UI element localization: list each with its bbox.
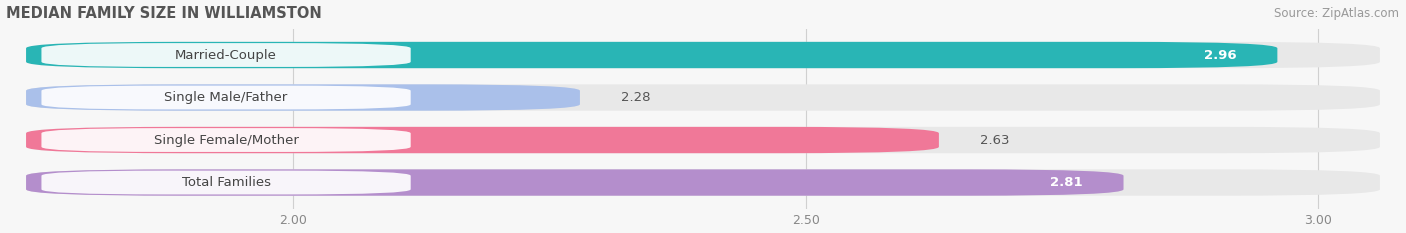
Text: 2.81: 2.81 [1050,176,1083,189]
Text: Total Families: Total Families [181,176,270,189]
FancyBboxPatch shape [41,128,411,152]
Text: 2.28: 2.28 [621,91,651,104]
Text: MEDIAN FAMILY SIZE IN WILLIAMSTON: MEDIAN FAMILY SIZE IN WILLIAMSTON [6,6,322,21]
Text: 2.63: 2.63 [980,134,1010,147]
FancyBboxPatch shape [41,43,411,67]
FancyBboxPatch shape [27,42,1379,68]
FancyBboxPatch shape [27,169,1379,196]
Text: Source: ZipAtlas.com: Source: ZipAtlas.com [1274,7,1399,20]
Text: Single Female/Mother: Single Female/Mother [153,134,298,147]
Text: Married-Couple: Married-Couple [176,48,277,62]
FancyBboxPatch shape [41,86,411,110]
Text: 2.96: 2.96 [1204,48,1236,62]
FancyBboxPatch shape [27,169,1123,196]
FancyBboxPatch shape [27,127,939,153]
FancyBboxPatch shape [27,84,579,111]
FancyBboxPatch shape [41,171,411,194]
Text: Single Male/Father: Single Male/Father [165,91,288,104]
FancyBboxPatch shape [27,42,1278,68]
FancyBboxPatch shape [27,127,1379,153]
FancyBboxPatch shape [27,84,1379,111]
